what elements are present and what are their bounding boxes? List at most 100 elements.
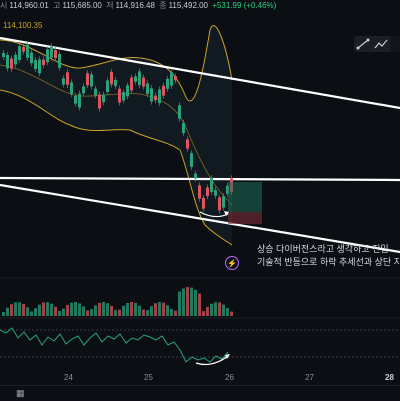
volume-bar: [54, 306, 57, 316]
volume-bar: [114, 309, 117, 316]
candle: [162, 85, 165, 96]
volume-bar: [22, 303, 25, 316]
volume-bar: [198, 293, 201, 316]
toolbar-collapse[interactable]: [390, 36, 400, 52]
upper-trend-line[interactable]: [0, 36, 400, 110]
candle: [114, 80, 117, 87]
volume-bar: [166, 305, 169, 316]
candle: [6, 54, 9, 69]
volume-bar: [150, 306, 153, 316]
volume-bar: [78, 303, 81, 316]
annotation-line-1: 상승 다이버전스라고 생각하고 진입: [257, 244, 389, 254]
candle: [170, 72, 173, 86]
candle: [122, 92, 125, 101]
volume-bar: [82, 306, 85, 316]
candle: [58, 53, 61, 68]
candle: [158, 89, 161, 104]
volume-bar: [46, 302, 49, 316]
x-tick: 26: [225, 373, 234, 382]
close-value: 115,492.00: [168, 1, 209, 10]
volume-bar: [170, 309, 173, 316]
candle: [30, 52, 33, 64]
lightning-icon[interactable]: ⚡: [225, 256, 239, 270]
candle: [126, 85, 129, 97]
volume-bar: [194, 289, 197, 316]
volume-bar: [162, 302, 165, 316]
volume-bar: [178, 291, 181, 316]
candle: [66, 72, 69, 85]
volume-bar: [86, 310, 89, 316]
volume-bar: [222, 304, 225, 316]
volume-bar: [154, 303, 157, 316]
candle: [86, 73, 89, 86]
candle: [194, 173, 197, 179]
volume-bar: [62, 308, 65, 316]
bollinger-upper: [0, 25, 233, 102]
volume-bar: [26, 307, 29, 316]
volume-bar: [186, 287, 189, 316]
candle: [98, 94, 101, 109]
candle: [222, 196, 225, 208]
candle: [146, 83, 149, 94]
volume-bar: [142, 309, 145, 316]
candle: [130, 77, 133, 91]
line-chart-icon[interactable]: [372, 36, 390, 52]
volume-bar: [122, 305, 125, 316]
volume-bar: [158, 302, 161, 316]
x-tick: 24: [64, 373, 73, 382]
volume-bar: [118, 309, 121, 316]
candle: [106, 80, 109, 92]
volume-bar: [6, 307, 9, 316]
candle: [50, 46, 53, 58]
low-label: 저: [106, 1, 114, 10]
annotation-line-2: 기술적 반등으로 하락 추세선과 상단 지: [257, 257, 400, 267]
volume-bar: [210, 303, 213, 316]
bottom-bar: ▦: [0, 385, 400, 401]
candle: [26, 44, 29, 58]
lower-trend-line[interactable]: [0, 183, 400, 254]
volume-bar: [14, 302, 17, 316]
candle: [142, 77, 145, 87]
candle: [74, 96, 77, 104]
open-label: 시: [0, 1, 8, 10]
low-value: 114,916.48: [115, 1, 155, 10]
volume-bar: [42, 302, 45, 316]
volume-bar: [74, 302, 77, 316]
volume-bar: [2, 312, 5, 316]
candle: [22, 46, 25, 52]
x-tick: 27: [305, 373, 314, 382]
high-value: 115,685.00: [62, 1, 102, 10]
candle: [118, 88, 121, 103]
volume-bar: [102, 302, 105, 316]
volume-bar: [58, 310, 61, 316]
candle: [2, 53, 5, 57]
x-tick: 25: [144, 373, 153, 382]
candle: [110, 71, 113, 85]
position-stop-box[interactable]: [228, 212, 262, 224]
candle: [38, 59, 41, 74]
candle: [82, 86, 85, 94]
volume-bar: [202, 311, 205, 316]
volume-bar: [50, 303, 53, 316]
candle: [178, 105, 181, 119]
calendar-icon[interactable]: ▦: [16, 388, 25, 398]
candle: [78, 93, 81, 108]
candle: [46, 49, 49, 63]
trend-line-icon[interactable]: [354, 36, 372, 52]
position-target-box[interactable]: [228, 182, 262, 212]
divergence-arrow-head: [225, 354, 230, 359]
volume-bar: [190, 287, 193, 316]
close-label: 종: [159, 1, 167, 10]
candle: [206, 187, 209, 197]
volume-bar: [126, 302, 129, 316]
candle: [198, 185, 201, 199]
horizontal-level[interactable]: [0, 176, 400, 182]
candles: [2, 41, 233, 214]
volume-bar: [18, 302, 21, 316]
candle: [94, 88, 97, 96]
volume-bar: [94, 305, 97, 316]
candle: [174, 76, 177, 81]
candle: [90, 74, 93, 87]
volume-bar: [38, 304, 41, 316]
